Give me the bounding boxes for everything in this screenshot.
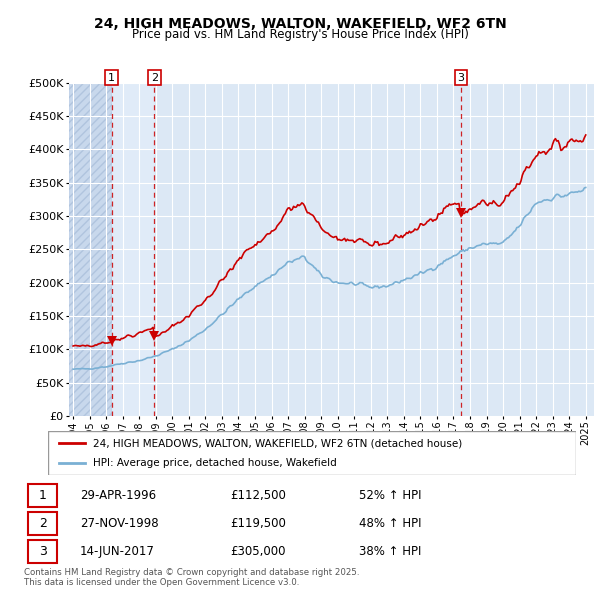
Text: 2: 2 [39,517,47,530]
Bar [112,83,154,416]
Text: Price paid vs. HM Land Registry's House Price Index (HPI): Price paid vs. HM Land Registry's House … [131,28,469,41]
Text: 29-APR-1996: 29-APR-1996 [80,489,156,502]
Text: 1: 1 [108,73,115,83]
Text: 48% ↑ HPI: 48% ↑ HPI [359,517,421,530]
Bar [28,484,58,507]
Text: 2: 2 [151,73,158,83]
Text: 38% ↑ HPI: 38% ↑ HPI [359,545,421,558]
Bar [69,83,112,416]
Text: £112,500: £112,500 [230,489,286,502]
Text: 24, HIGH MEADOWS, WALTON, WAKEFIELD, WF2 6TN (detached house): 24, HIGH MEADOWS, WALTON, WAKEFIELD, WF2… [93,438,462,448]
Text: 52% ↑ HPI: 52% ↑ HPI [359,489,421,502]
Bar [28,540,58,563]
Text: 24, HIGH MEADOWS, WALTON, WAKEFIELD, WF2 6TN: 24, HIGH MEADOWS, WALTON, WAKEFIELD, WF2… [94,17,506,31]
Text: 3: 3 [39,545,47,558]
Text: 1: 1 [39,489,47,502]
Text: Contains HM Land Registry data © Crown copyright and database right 2025.
This d: Contains HM Land Registry data © Crown c… [24,568,359,587]
Text: 14-JUN-2017: 14-JUN-2017 [80,545,155,558]
Text: 3: 3 [457,73,464,83]
Text: HPI: Average price, detached house, Wakefield: HPI: Average price, detached house, Wake… [93,458,337,467]
Bar [28,512,58,535]
Text: £119,500: £119,500 [230,517,286,530]
Text: £305,000: £305,000 [230,545,286,558]
Text: 27-NOV-1998: 27-NOV-1998 [80,517,158,530]
